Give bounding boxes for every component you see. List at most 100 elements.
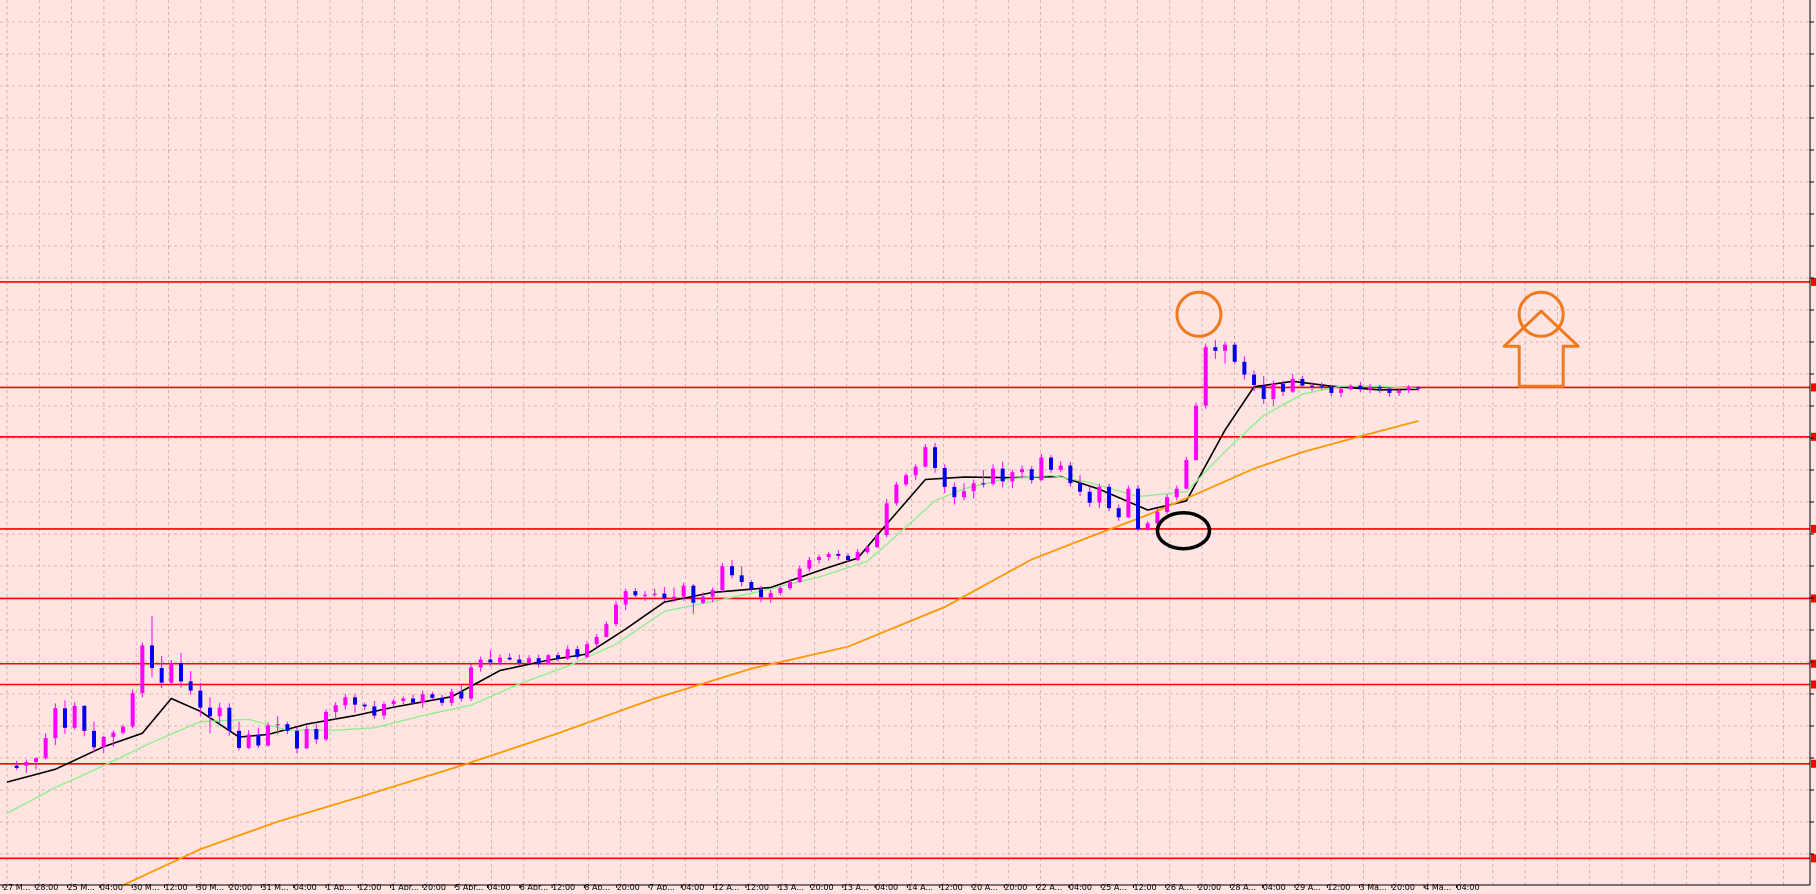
- candle: [517, 654, 522, 666]
- time-axis-label: 3 Ma...: [1360, 883, 1387, 890]
- candle-body-bear: [1261, 384, 1266, 400]
- time-axis-label: 20 A...: [972, 883, 998, 890]
- candle-body-bull: [913, 466, 918, 476]
- candle: [1078, 475, 1083, 496]
- candle-body-bull: [266, 725, 271, 746]
- candle-body-bull: [1397, 390, 1402, 393]
- candle-body-bear: [933, 447, 938, 468]
- candle: [1232, 342, 1237, 365]
- candle-body-bear: [411, 698, 416, 703]
- candle-body-bull: [34, 758, 39, 762]
- candle: [295, 727, 300, 754]
- candle: [333, 702, 338, 720]
- candle-body-bull: [1058, 465, 1063, 470]
- time-axis-label: 29 A...: [1295, 883, 1321, 890]
- candle: [701, 592, 706, 604]
- candle: [372, 700, 377, 719]
- candle-body-bear: [1078, 483, 1083, 492]
- candle-body-bear: [507, 657, 512, 660]
- candle-body-bear: [691, 585, 696, 603]
- time-axis-label: 12:00: [165, 883, 188, 890]
- time-axis-label: 7 Ap...: [649, 883, 675, 890]
- time-axis-label: 13 A...: [843, 883, 869, 890]
- time-axis-label: 6 Apr...: [520, 883, 548, 890]
- time-axis-label: 04:00: [875, 883, 898, 890]
- candle: [411, 694, 416, 705]
- time-axis: 27 M... 28:00 25 M... 04:00 30 M... 12:00 30 M…: [0, 883, 1810, 892]
- candle: [817, 554, 822, 564]
- candle: [536, 654, 541, 668]
- candle: [246, 730, 251, 750]
- candle-body-bear: [981, 483, 986, 485]
- candle-body-bear: [1310, 385, 1315, 387]
- candle: [43, 733, 48, 760]
- candle-body-bull: [121, 726, 126, 733]
- candle-body-bull: [768, 592, 773, 598]
- candle: [101, 735, 106, 754]
- candle: [401, 696, 406, 705]
- candle-body-bear: [63, 708, 68, 728]
- candle-body-bear: [1136, 488, 1141, 529]
- candle: [1107, 483, 1112, 512]
- candle-body-bull: [1223, 344, 1228, 351]
- candle-body-bear: [1377, 386, 1382, 389]
- candle-body-bear: [1000, 468, 1005, 482]
- candle-body-bull: [604, 624, 609, 637]
- price-axis: [1809, 0, 1814, 885]
- candle-body-bull: [217, 707, 222, 717]
- time-axis-label: 12:00: [1134, 883, 1157, 890]
- candle: [198, 682, 203, 717]
- candle: [962, 483, 967, 501]
- annotation-up-arrow[interactable]: [1502, 309, 1580, 388]
- candle-body-bull: [681, 585, 686, 597]
- annotation-circle-1[interactable]: [1175, 290, 1223, 338]
- candle-body-bear: [159, 668, 164, 683]
- candle: [478, 656, 483, 672]
- candle-body-bear: [208, 707, 213, 717]
- candle: [1155, 508, 1160, 525]
- candle: [208, 697, 213, 734]
- candle-body-bull: [1039, 457, 1044, 481]
- candle: [1271, 380, 1276, 406]
- candle: [1406, 384, 1411, 393]
- candle: [150, 616, 155, 678]
- candle-body-bull: [1145, 523, 1150, 529]
- candle: [1203, 343, 1208, 409]
- candle-body-bull: [111, 732, 116, 737]
- annotation-ellipse[interactable]: [1155, 511, 1212, 551]
- candle: [1165, 494, 1170, 515]
- candle-body-bull: [594, 636, 599, 645]
- candle-body-bull: [971, 483, 976, 492]
- candle: [623, 588, 628, 611]
- candle: [121, 724, 126, 735]
- candle-body-bull: [324, 711, 329, 740]
- candle-body-bull: [1368, 386, 1373, 390]
- candle: [353, 694, 358, 713]
- candle: [1000, 461, 1005, 488]
- time-axis-label: 13 A...: [778, 883, 804, 890]
- candle: [1329, 384, 1334, 396]
- candle: [884, 499, 889, 538]
- candle: [759, 585, 764, 603]
- candle-body-bull: [401, 698, 406, 701]
- candle-body-bull: [43, 738, 48, 759]
- candle-body-bull: [1406, 387, 1411, 391]
- candle-body-bear: [1281, 383, 1286, 392]
- annotation-circle-2[interactable]: [1517, 290, 1565, 338]
- candle-body-bull: [391, 700, 396, 705]
- time-axis-label: 5 Apr...: [455, 883, 483, 890]
- candle-body-bear: [1387, 388, 1392, 393]
- candle-body-bear: [430, 694, 435, 698]
- candle-body-bear: [536, 658, 541, 665]
- candle-body-bull: [1126, 488, 1131, 518]
- time-axis-label: 4 Ma...: [1424, 883, 1451, 890]
- candle: [1020, 465, 1025, 479]
- candle: [130, 689, 135, 729]
- candle-body-bull: [826, 553, 831, 557]
- candle-body-bull: [904, 475, 909, 485]
- level-marker-4: [1811, 524, 1816, 533]
- candle-body-bear: [488, 659, 493, 663]
- candle: [324, 709, 329, 742]
- time-axis-label: 12:00: [746, 883, 769, 890]
- candle-body-bull: [1194, 405, 1199, 461]
